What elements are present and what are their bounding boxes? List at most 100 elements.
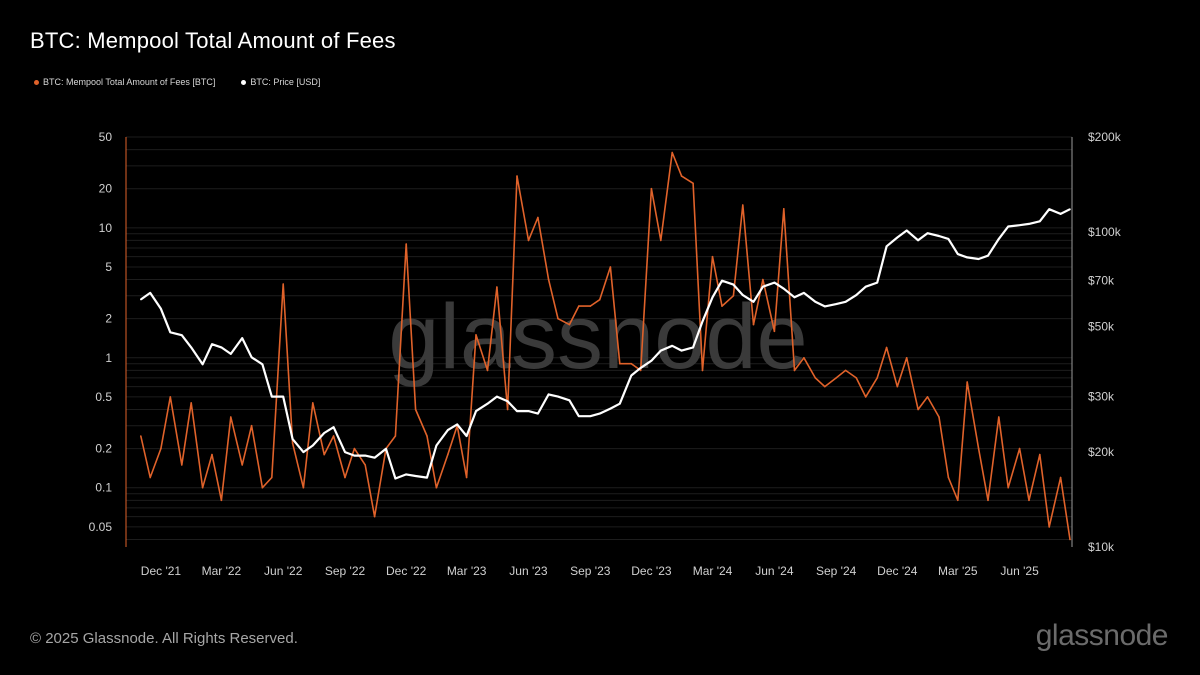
fees-data-point	[1007, 486, 1009, 489]
fees-data-point	[650, 187, 653, 190]
price-data-point	[1039, 220, 1041, 223]
watermark-text: glassnode	[388, 286, 807, 388]
fees-data-point	[680, 175, 683, 177]
fees-data-point	[557, 317, 559, 320]
x-tick-label: Jun '23	[509, 564, 548, 578]
price-data-point	[835, 303, 837, 305]
legend-item-fees[interactable]: BTC: Mempool Total Amount of Fees [BTC]	[34, 77, 215, 87]
fees-data-point	[998, 416, 1000, 418]
price-data-point	[1018, 224, 1021, 226]
fees-data-point	[465, 476, 468, 479]
fees-data-point	[496, 286, 498, 288]
fees-data-point	[742, 204, 744, 206]
y-left-tick-label: 0.05	[89, 520, 113, 534]
y-right-tick-label: $200k	[1088, 130, 1122, 144]
fees-data-point	[364, 464, 367, 466]
price-data-point	[364, 454, 367, 457]
price-data-point	[864, 285, 867, 288]
price-data-point	[773, 281, 776, 284]
legend-swatch-fees	[34, 79, 39, 85]
price-data-point	[169, 331, 172, 334]
price-data-point	[250, 356, 253, 359]
grid-lines	[126, 136, 1072, 540]
chart-title: BTC: Mempool Total Amount of Fees	[30, 28, 396, 53]
legend-label-price: BTC: Price [USD]	[250, 77, 321, 87]
price-data-point	[998, 238, 1000, 240]
price-data-point	[486, 402, 489, 405]
fees-data-point	[1069, 538, 1071, 541]
price-data-point	[557, 395, 559, 398]
tick-labels: 50 20 10 5 2 1 0.5 0.2 0.1 0.05 $200k $100k $70k $50k…	[89, 130, 1122, 578]
fees-data-point	[824, 385, 826, 388]
fees-data-point	[578, 305, 580, 307]
price-data-point	[568, 399, 571, 402]
fees-data-point	[1039, 453, 1041, 456]
price-data-point	[752, 301, 755, 303]
fees-data-point	[181, 464, 183, 466]
price-data-point	[630, 374, 633, 377]
fees-data-point	[149, 476, 151, 479]
fees-data-point	[475, 334, 477, 336]
fees-data-point	[271, 476, 273, 479]
fees-data-point	[140, 435, 142, 437]
fees-data-point	[589, 305, 592, 307]
fees-data-point	[230, 416, 232, 418]
fees-data-point	[201, 486, 204, 489]
y-right-tick-label: $70k	[1088, 274, 1115, 288]
fees-series-line	[140, 151, 1071, 540]
fees-data-point	[619, 362, 621, 365]
price-data-point	[957, 253, 959, 255]
fees-data-point	[486, 369, 489, 372]
price-data-point	[160, 308, 162, 310]
fees-data-point	[947, 476, 950, 479]
price-data-point	[762, 285, 764, 288]
price-data-point	[435, 444, 438, 447]
y-left-tick-label: 1	[105, 351, 112, 365]
fees-data-point	[905, 357, 908, 359]
fees-data-point	[373, 515, 376, 518]
price-data-point	[855, 294, 858, 296]
fees-data-point	[977, 447, 980, 450]
fees-data-point	[353, 447, 356, 450]
price-data-point	[1007, 225, 1009, 228]
fees-data-point	[312, 402, 314, 404]
price-data-point	[814, 301, 817, 303]
fees-data-point	[414, 408, 417, 411]
price-data-point	[456, 423, 459, 426]
price-data-point	[405, 473, 408, 476]
price-data-point	[619, 402, 621, 405]
y-right-tick-label: $50k	[1088, 320, 1115, 334]
x-tick-label: Dec '22	[386, 564, 427, 578]
price-data-point	[824, 305, 826, 308]
price-data-point	[1048, 208, 1050, 210]
price-data-point	[977, 258, 980, 260]
fees-data-point	[323, 453, 326, 456]
fees-data-point	[527, 239, 530, 242]
fees-data-point	[701, 369, 704, 372]
price-data-point	[475, 410, 477, 412]
x-tick-label: Mar '25	[938, 564, 978, 578]
y-right-tick-label: $30k	[1088, 390, 1115, 404]
price-data-point	[344, 451, 346, 453]
glassnode-logo[interactable]: glassnode	[1035, 619, 1169, 652]
y-left-tick-label: 50	[99, 130, 113, 144]
fees-data-point	[547, 278, 550, 281]
y-right-tick-label: $20k	[1088, 445, 1115, 459]
price-data-point	[844, 301, 847, 303]
fees-data-point	[1059, 476, 1062, 479]
legend-item-price[interactable]: BTC: Price [USD]	[241, 77, 320, 87]
price-data-point	[414, 475, 417, 477]
price-data-point	[230, 353, 232, 355]
fees-data-point	[732, 295, 735, 297]
fees-data-point	[711, 255, 714, 258]
price-data-point	[692, 346, 694, 349]
price-series-line	[140, 208, 1071, 480]
price-data-point	[140, 298, 142, 301]
fees-data-point	[660, 239, 662, 242]
fees-data-point	[1048, 526, 1050, 528]
fees-data-point	[917, 408, 919, 411]
y-left-tick-label: 20	[99, 182, 113, 196]
price-data-point	[312, 444, 314, 447]
price-data-point	[598, 412, 601, 415]
fees-data-point	[671, 151, 673, 154]
